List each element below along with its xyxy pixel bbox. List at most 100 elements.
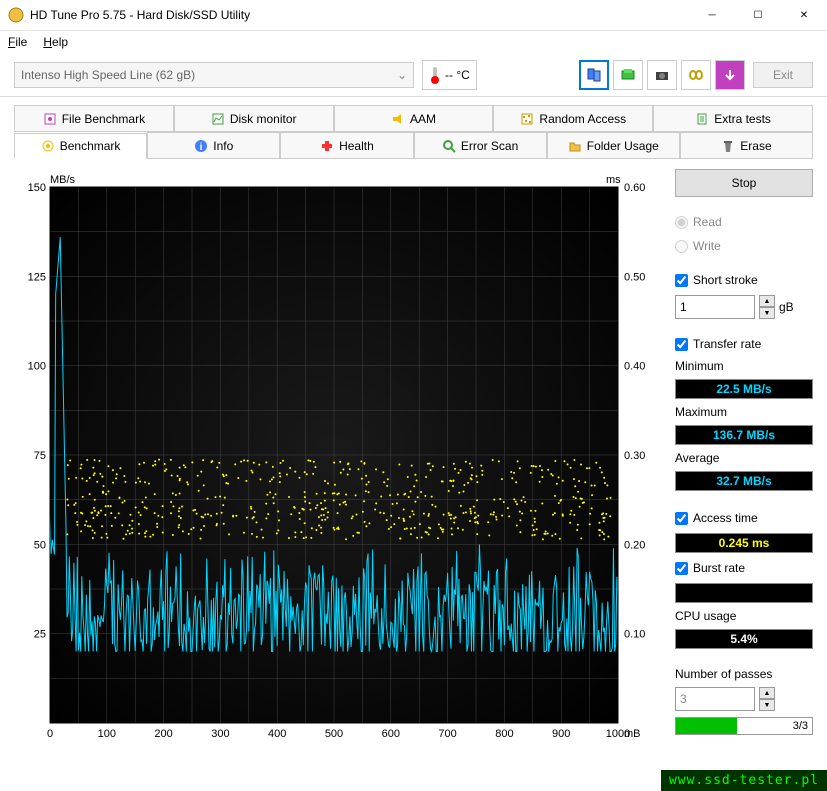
- tab-disk-monitor[interactable]: Disk monitor: [174, 105, 334, 131]
- svg-text:0.30: 0.30: [624, 450, 645, 462]
- short-stroke-input[interactable]: [675, 295, 755, 319]
- tab-row-1: File Benchmark Disk monitor AAM Random A…: [14, 105, 813, 132]
- svg-text:200: 200: [154, 728, 172, 740]
- tab-file-benchmark[interactable]: File Benchmark: [14, 105, 174, 131]
- tab-area: File Benchmark Disk monitor AAM Random A…: [0, 97, 827, 159]
- tool-camera-icon[interactable]: [647, 60, 677, 90]
- svg-text:600: 600: [382, 728, 400, 740]
- dropdown-arrow-icon: ⌄: [397, 68, 407, 82]
- cpu-usage-value: 5.4%: [675, 629, 813, 649]
- svg-text:0.60: 0.60: [624, 182, 645, 194]
- close-button[interactable]: ✕: [781, 0, 827, 30]
- svg-text:500: 500: [325, 728, 343, 740]
- write-radio-row: Write: [675, 237, 813, 255]
- extra-tests-icon: [695, 112, 709, 126]
- cpu-usage-label: CPU usage: [675, 609, 813, 623]
- svg-text:0: 0: [47, 728, 53, 740]
- passes-label: Number of passes: [675, 667, 813, 681]
- thermometer-icon: [429, 65, 441, 85]
- svg-text:75: 75: [34, 450, 46, 462]
- minimize-button[interactable]: ─: [689, 0, 735, 30]
- svg-text:300: 300: [211, 728, 229, 740]
- read-label: Read: [693, 215, 722, 229]
- read-radio-row: Read: [675, 213, 813, 231]
- burst-rate-value: [675, 583, 813, 603]
- svg-text:0.40: 0.40: [624, 361, 645, 373]
- health-icon: [320, 139, 334, 153]
- short-stroke-label: Short stroke: [693, 273, 758, 287]
- svg-text:0.20: 0.20: [624, 539, 645, 551]
- titlebar: HD Tune Pro 5.75 - Hard Disk/SSD Utility…: [0, 0, 827, 31]
- toolbar-icons: [579, 60, 745, 90]
- tab-aam[interactable]: AAM: [334, 105, 494, 131]
- tab-benchmark[interactable]: Benchmark: [14, 133, 147, 159]
- side-panel: Stop Read Write Short stroke ▲ ▼ gB Tran…: [675, 169, 813, 749]
- window-controls: ─ ☐ ✕: [689, 0, 827, 30]
- tab-info[interactable]: iInfo: [147, 132, 280, 158]
- tool-copy-icon[interactable]: [579, 60, 609, 90]
- transfer-rate-label: Transfer rate: [693, 337, 761, 351]
- drive-select[interactable]: Intenso High Speed Line (62 gB) ⌄: [14, 62, 414, 88]
- random-access-icon: [520, 112, 534, 126]
- short-stroke-spinner: ▲ ▼ gB: [675, 295, 813, 319]
- error-scan-icon: [442, 139, 456, 153]
- access-time-checkbox[interactable]: [675, 512, 688, 525]
- watermark: www.ssd-tester.pl: [661, 770, 827, 791]
- write-label: Write: [693, 239, 721, 253]
- transfer-rate-checkbox[interactable]: [675, 338, 688, 351]
- svg-text:50: 50: [34, 539, 46, 551]
- svg-text:125: 125: [28, 271, 46, 283]
- svg-text:100: 100: [28, 361, 46, 373]
- passes-spinner: ▲ ▼: [675, 687, 813, 711]
- tab-folder-usage[interactable]: Folder Usage: [547, 132, 680, 158]
- short-stroke-row[interactable]: Short stroke: [675, 271, 813, 289]
- tool-link-icon[interactable]: [681, 60, 711, 90]
- benchmark-chart: 255075100125150MB/s0.100.200.300.400.500…: [14, 169, 658, 749]
- tool-save-icon[interactable]: [715, 60, 745, 90]
- access-time-label: Access time: [693, 511, 758, 525]
- passes-up[interactable]: ▲: [759, 687, 775, 699]
- average-label: Average: [675, 451, 813, 465]
- passes-down[interactable]: ▼: [759, 699, 775, 711]
- svg-text:i: i: [200, 142, 203, 153]
- temperature-display: -- °C: [422, 60, 477, 90]
- chart-area: 255075100125150MB/s0.100.200.300.400.500…: [14, 169, 665, 749]
- short-stroke-checkbox[interactable]: [675, 274, 688, 287]
- read-radio: [675, 216, 688, 229]
- tab-health[interactable]: Health: [280, 132, 413, 158]
- progress-fill: [676, 718, 737, 734]
- tab-error-scan[interactable]: Error Scan: [414, 132, 547, 158]
- tab-extra-tests[interactable]: Extra tests: [653, 105, 813, 131]
- transfer-rate-row[interactable]: Transfer rate: [675, 335, 813, 353]
- short-stroke-unit: gB: [779, 300, 794, 314]
- menu-help[interactable]: Help: [43, 35, 68, 49]
- menu-file[interactable]: File: [8, 35, 27, 49]
- access-time-row[interactable]: Access time: [675, 509, 813, 527]
- spinner-down[interactable]: ▼: [759, 307, 775, 319]
- maximize-button[interactable]: ☐: [735, 0, 781, 30]
- benchmark-icon: [41, 139, 55, 153]
- stop-button[interactable]: Stop: [675, 169, 813, 197]
- exit-button[interactable]: Exit: [753, 62, 813, 88]
- svg-text:900: 900: [552, 728, 570, 740]
- tab-random-access[interactable]: Random Access: [493, 105, 653, 131]
- app-icon: [8, 7, 24, 23]
- content-area: 255075100125150MB/s0.100.200.300.400.500…: [0, 159, 827, 759]
- passes-input[interactable]: [675, 687, 755, 711]
- tool-screenshot-icon[interactable]: [613, 60, 643, 90]
- burst-rate-checkbox[interactable]: [675, 562, 688, 575]
- svg-text:0.50: 0.50: [624, 271, 645, 283]
- minimum-label: Minimum: [675, 359, 813, 373]
- svg-text:800: 800: [495, 728, 513, 740]
- svg-text:mB: mB: [624, 728, 641, 740]
- window-title: HD Tune Pro 5.75 - Hard Disk/SSD Utility: [30, 8, 689, 22]
- aam-icon: [391, 112, 405, 126]
- spinner-up[interactable]: ▲: [759, 295, 775, 307]
- temperature-value: -- °C: [445, 68, 470, 82]
- burst-rate-row[interactable]: Burst rate: [675, 559, 813, 577]
- svg-text:MB/s: MB/s: [50, 174, 76, 186]
- maximum-value: 136.7 MB/s: [675, 425, 813, 445]
- menubar: File Help: [0, 31, 827, 53]
- tab-erase[interactable]: Erase: [680, 132, 813, 158]
- info-icon: i: [194, 139, 208, 153]
